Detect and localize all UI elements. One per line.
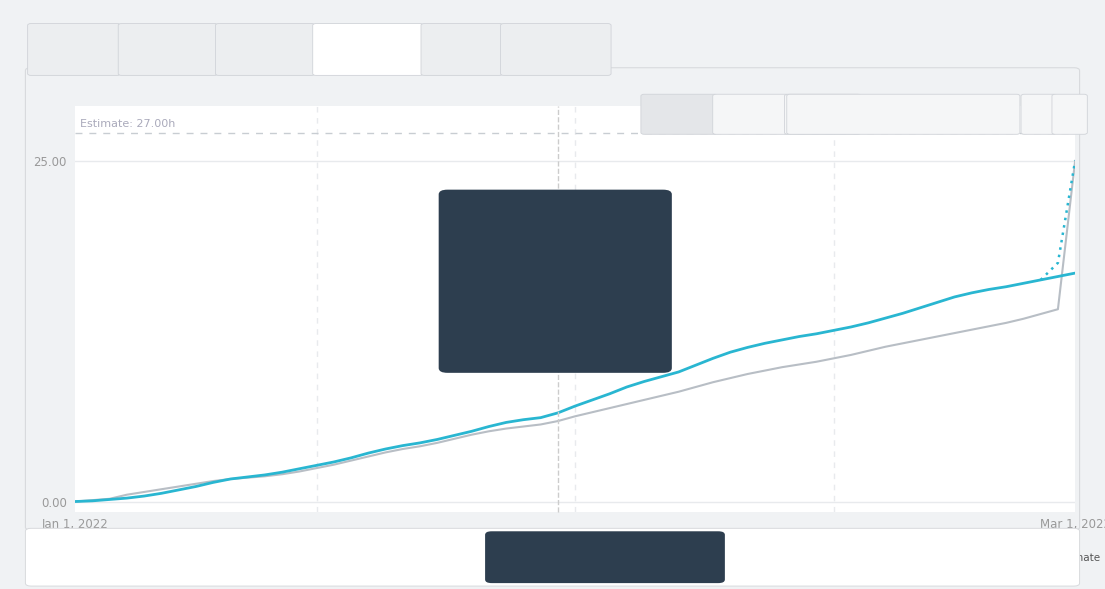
Text: ACCESS: ACCESS [149, 45, 187, 54]
Text: 4.50h: 4.50h [617, 276, 650, 289]
Text: Estimate: Estimate [1054, 554, 1101, 563]
Text: Estimate: 27.00h: Estimate: 27.00h [81, 118, 176, 128]
Text: STATUS: STATUS [248, 45, 283, 54]
Text: Based on the: Based on the [46, 554, 118, 563]
Text: TASKS: TASKS [59, 45, 90, 54]
Text: <: < [1034, 108, 1043, 121]
Text: Scheduled: Scheduled [960, 554, 1014, 563]
Text: □: □ [803, 110, 814, 119]
Text: Jan 29, 2022: Jan 29, 2022 [462, 207, 559, 221]
Text: Month: Month [807, 110, 839, 119]
Text: , this project will come: , this project will come [200, 554, 322, 563]
Text: FORECAST: FORECAST [339, 45, 397, 54]
Text: • Remaining: • Remaining [462, 313, 536, 326]
Text: Forecasted: Forecasted [866, 554, 924, 563]
Text: This projection is based on 15.00 scheduled
hours, from today onwards: This projection is based on 15.00 schedu… [505, 542, 725, 565]
Text: • Scheduled: • Scheduled [462, 276, 534, 289]
Text: Completed: Completed [772, 554, 830, 563]
Text: >: > [1065, 108, 1074, 121]
Text: • Spent: • Spent [462, 239, 507, 252]
Text: 7.00h: 7.00h [617, 239, 650, 252]
Text: Week: Week [737, 110, 765, 119]
Text: NOTE: NOTE [449, 45, 475, 54]
Text: 20.00h: 20.00h [609, 313, 650, 326]
Text: under the estimate by 2.00 hours: under the estimate by 2.00 hours [333, 554, 530, 563]
Text: Day: Day [669, 110, 690, 119]
Text: SETTINGS: SETTINGS [532, 45, 580, 54]
Text: current schedule: current schedule [115, 554, 203, 563]
Text: Jan 1, 2022 - Mar 1, 2022: Jan 1, 2022 - Mar 1, 2022 [827, 110, 950, 119]
